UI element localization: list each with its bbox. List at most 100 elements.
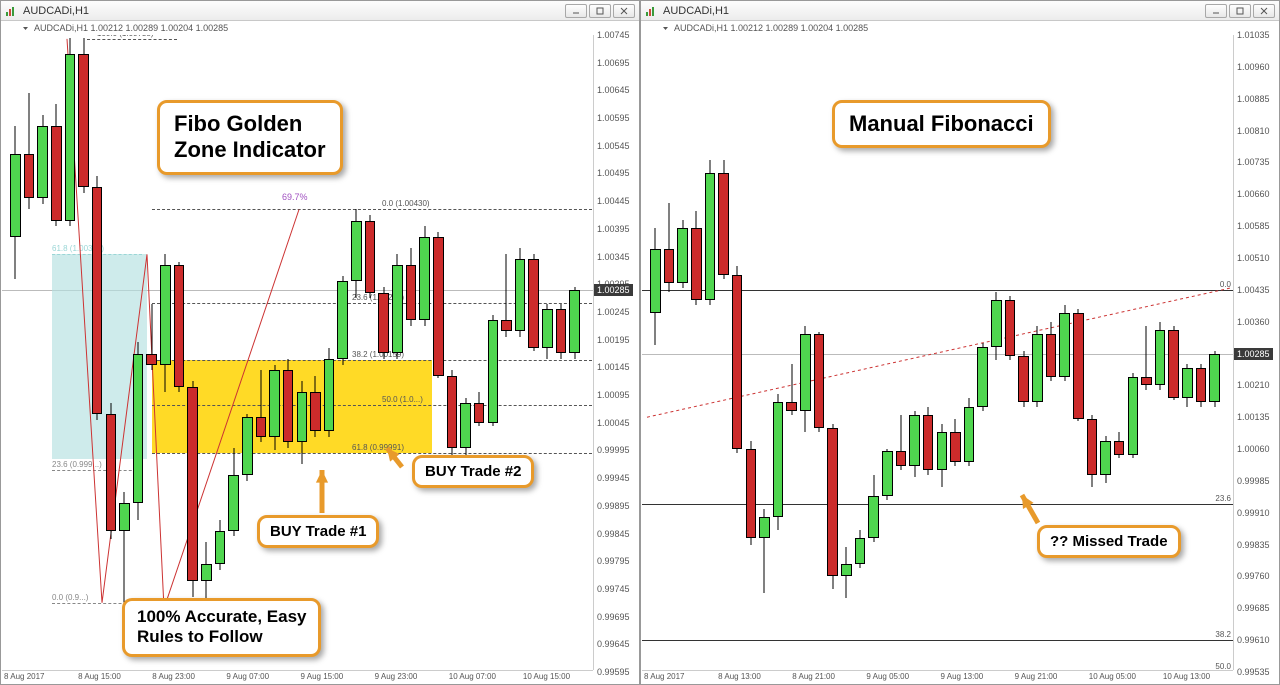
maximize-button[interactable] [589,4,611,18]
candle [365,35,376,670]
candle [528,35,539,670]
candle [542,35,553,670]
ytick-label: 0.99595 [597,667,630,677]
candle [1155,35,1166,670]
candle [1087,35,1098,670]
candle [650,35,661,670]
ytick-label: 1.00885 [1237,94,1270,104]
xaxis-right: 8 Aug 20178 Aug 13:008 Aug 21:009 Aug 05… [642,670,1233,683]
candle [515,35,526,670]
candle [732,35,743,670]
candle [1141,35,1152,670]
titlebar-right[interactable]: AUDCADi,H1 [641,1,1279,21]
yaxis-right: 0.995350.996100.996850.997600.998350.999… [1233,35,1278,670]
title-text-left: AUDCADi,H1 [23,5,89,17]
chart-icon [5,5,17,17]
candle [1209,35,1220,670]
candle [146,35,157,670]
ytick-label: 1.00060 [1237,444,1270,454]
candle [1168,35,1179,670]
candle [759,35,770,670]
ytick-label: 1.00245 [597,307,630,317]
dropdown-icon[interactable] [21,24,30,33]
callout-main-left: Fibo GoldenZone Indicator [157,100,343,175]
candle [664,35,675,670]
chart-area-right[interactable]: 0.023.638.250.0Manual Fibonacci?? Missed… [642,35,1233,670]
candle [1073,35,1084,670]
candle [773,35,784,670]
ytick-label: 1.00595 [597,113,630,123]
chart-panel-right: AUDCADi,H1 AUDCADi,H1 1.00212 1.00289 1.… [640,0,1280,685]
ytick-label: 0.99610 [1237,635,1270,645]
titlebar-left[interactable]: AUDCADi,H1 [1,1,639,21]
ytick-label: 0.99685 [1237,603,1270,613]
ytick-label: 1.00695 [597,58,630,68]
ytick-label: 0.99995 [597,445,630,455]
ytick-label: 1.00045 [597,418,630,428]
callout-missed: ?? Missed Trade [1037,525,1181,558]
pct-label: 140.1% [50,35,81,36]
candle [119,35,130,670]
callout-buy2: BUY Trade #2 [412,455,534,488]
info-text-right: AUDCADi,H1 1.00212 1.00289 1.00204 1.002… [674,23,868,33]
candle [378,35,389,670]
ytick-label: 1.00210 [1237,380,1270,390]
ytick-label: 0.99535 [1237,667,1270,677]
candle [51,35,62,670]
ytick-label: 0.99985 [1237,476,1270,486]
candle [746,35,757,670]
infobar-left: AUDCADi,H1 1.00212 1.00289 1.00204 1.002… [1,21,639,35]
chart-area-left[interactable]: 100.0 (1.00738)61.8 (1.00349)0.0 (1.0043… [2,35,593,670]
xtick-label: 10 Aug 15:00 [523,672,570,681]
dropdown-icon[interactable] [661,24,670,33]
candle [501,35,512,670]
ytick-label: 1.00095 [597,390,630,400]
candle [460,35,471,670]
close-button[interactable] [1253,4,1275,18]
candle [786,35,797,670]
candle [106,35,117,670]
xtick-label: 10 Aug 13:00 [1163,672,1210,681]
ytick-label: 1.00660 [1237,189,1270,199]
candle [419,35,430,670]
ytick-label: 1.00745 [597,30,630,40]
ytick-label: 0.99645 [597,639,630,649]
ytick-label: 0.99945 [597,473,630,483]
candle [488,35,499,670]
candle [447,35,458,670]
candle [37,35,48,670]
candle [392,35,403,670]
candle [10,35,21,670]
close-button[interactable] [613,4,635,18]
maximize-button[interactable] [1229,4,1251,18]
xtick-label: 10 Aug 07:00 [449,672,496,681]
candle [24,35,35,670]
ytick-label: 1.00960 [1237,62,1270,72]
xtick-label: 8 Aug 2017 [4,672,44,681]
callout-buy1: BUY Trade #1 [257,515,379,548]
ytick-label: 0.99695 [597,612,630,622]
xtick-label: 10 Aug 05:00 [1089,672,1136,681]
minimize-button[interactable] [565,4,587,18]
candle [351,35,362,670]
ytick-label: 1.00435 [1237,285,1270,295]
xtick-label: 9 Aug 15:00 [301,672,344,681]
xaxis-left: 8 Aug 20178 Aug 15:008 Aug 23:009 Aug 07… [2,670,593,683]
candle [1128,35,1139,670]
ytick-label: 1.00135 [1237,412,1270,422]
xtick-label: 8 Aug 23:00 [152,672,195,681]
candle [1196,35,1207,670]
candle [406,35,417,670]
xtick-label: 8 Aug 21:00 [792,672,835,681]
ytick-label: 1.00360 [1237,317,1270,327]
xtick-label: 9 Aug 13:00 [941,672,984,681]
ytick-label: 1.00345 [597,252,630,262]
ytick-label: 1.00510 [1237,253,1270,263]
title-text-right: AUDCADi,H1 [663,5,729,17]
callout-main-right: Manual Fibonacci [832,100,1051,148]
candle [92,35,103,670]
minimize-button[interactable] [1205,4,1227,18]
candle [1100,35,1111,670]
xtick-label: 8 Aug 15:00 [78,672,121,681]
ytick-label: 1.00395 [597,224,630,234]
